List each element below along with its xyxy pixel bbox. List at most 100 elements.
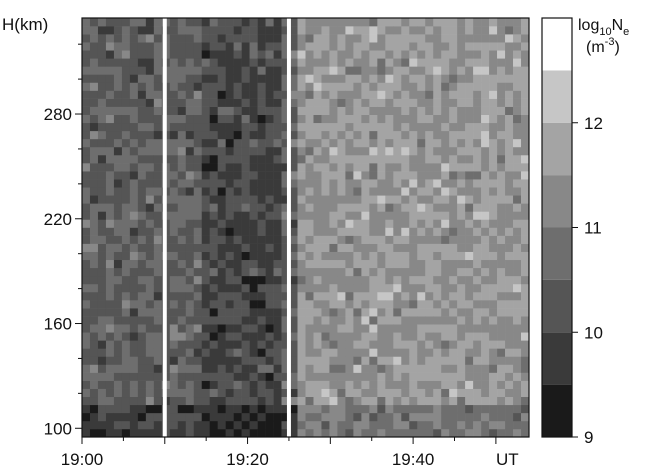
heatmap-cell	[105, 26, 115, 35]
heatmap-cell	[321, 122, 330, 132]
heatmap-cell	[121, 251, 131, 261]
heatmap-cell	[361, 211, 370, 220]
heatmap-cell	[225, 324, 234, 333]
heatmap-cell	[209, 324, 218, 333]
heatmap-cell	[265, 90, 274, 99]
heatmap-cell	[225, 82, 234, 91]
heatmap-cell	[193, 300, 203, 309]
heatmap-cell	[217, 82, 226, 91]
heatmap-cell	[497, 50, 506, 59]
heatmap-cell	[201, 50, 211, 59]
heatmap-cell	[417, 412, 426, 422]
heatmap-cell	[177, 291, 187, 301]
heatmap-cell	[457, 227, 466, 236]
heatmap-cell	[89, 50, 99, 59]
heatmap-cell	[217, 227, 226, 236]
heatmap-cell	[377, 316, 386, 325]
heatmap-cell	[281, 259, 290, 269]
heatmap-cell	[481, 26, 490, 35]
heatmap-cell	[281, 195, 290, 204]
heatmap-cell	[441, 154, 450, 164]
heatmap-cell	[82, 122, 91, 132]
heatmap-cell	[297, 66, 306, 75]
heatmap-cell	[361, 308, 370, 317]
heatmap-cell	[489, 300, 498, 309]
heatmap-cell	[329, 396, 338, 406]
heatmap-cell	[82, 58, 91, 67]
heatmap-cell	[513, 211, 522, 220]
heatmap-cell	[433, 122, 442, 132]
heatmap-cell	[225, 74, 234, 83]
heatmap-cell	[505, 412, 514, 422]
heatmap-cell	[105, 316, 115, 325]
heatmap-cell	[121, 428, 131, 438]
heatmap-cell	[97, 380, 107, 389]
heatmap-cell	[441, 211, 450, 220]
heatmap-cell	[185, 211, 195, 220]
heatmap-cell	[153, 291, 163, 301]
heatmap-cell	[241, 66, 250, 75]
heatmap-cell	[257, 114, 266, 124]
heatmap-cell	[473, 404, 482, 414]
heatmap-cell	[185, 74, 195, 83]
heatmap-cell	[105, 259, 115, 269]
heatmap-cell	[121, 283, 131, 293]
heatmap-cell	[137, 324, 147, 333]
heatmap-cell	[233, 18, 242, 27]
heatmap-cell	[129, 340, 139, 349]
heatmap-cell	[521, 179, 530, 188]
heatmap-cell	[441, 356, 450, 365]
heatmap-cell	[337, 283, 346, 293]
heatmap-cell	[145, 90, 155, 99]
heatmap-cell	[417, 348, 426, 357]
heatmap-cell	[321, 412, 330, 422]
heatmap-cell	[281, 74, 290, 83]
heatmap-cell	[345, 163, 354, 172]
heatmap-cell	[121, 58, 131, 67]
heatmap-cell	[249, 122, 258, 132]
heatmap-cell	[417, 203, 426, 212]
heatmap-cell	[241, 171, 250, 180]
heatmap-cell	[457, 90, 466, 99]
heatmap-cell	[201, 283, 211, 293]
heatmap-cell	[265, 388, 274, 398]
heatmap-cell	[473, 179, 482, 188]
heatmap-cell	[137, 203, 147, 212]
heatmap-cell	[193, 428, 203, 438]
heatmap-cell	[481, 243, 490, 252]
heatmap-cell	[121, 243, 131, 252]
heatmap-cell	[449, 396, 458, 406]
heatmap-cell	[193, 316, 203, 325]
heatmap-cell	[369, 412, 378, 422]
heatmap-cell	[329, 251, 338, 261]
heatmap-cell	[369, 267, 378, 277]
heatmap-cell	[169, 267, 179, 277]
heatmap-cell	[369, 324, 378, 333]
heatmap-cell	[361, 82, 370, 91]
heatmap-cell	[281, 348, 290, 357]
heatmap-cell	[433, 275, 442, 285]
heatmap-cell	[417, 291, 426, 301]
heatmap-cell	[409, 332, 418, 341]
heatmap-cell	[89, 211, 99, 220]
heatmap-cell	[449, 203, 458, 212]
heatmap-cell	[289, 90, 298, 99]
heatmap-cell	[177, 18, 187, 27]
heatmap-cell	[345, 420, 354, 430]
heatmap-cell	[521, 82, 530, 91]
heatmap-cell	[313, 195, 322, 204]
heatmap-cell	[153, 300, 163, 309]
heatmap-cell	[521, 275, 530, 285]
heatmap-cell	[473, 18, 482, 27]
heatmap-cell	[401, 114, 410, 124]
heatmap-cell	[177, 114, 187, 124]
heatmap-cell	[209, 82, 218, 91]
heatmap-cell	[113, 146, 123, 156]
heatmap-cell	[121, 122, 131, 132]
heatmap-cell	[105, 211, 115, 220]
heatmap-cell	[97, 66, 107, 75]
heatmap-cell	[521, 396, 530, 406]
heatmap-cell	[193, 34, 203, 43]
heatmap-cell	[113, 291, 123, 301]
heatmap-cell	[465, 396, 474, 406]
